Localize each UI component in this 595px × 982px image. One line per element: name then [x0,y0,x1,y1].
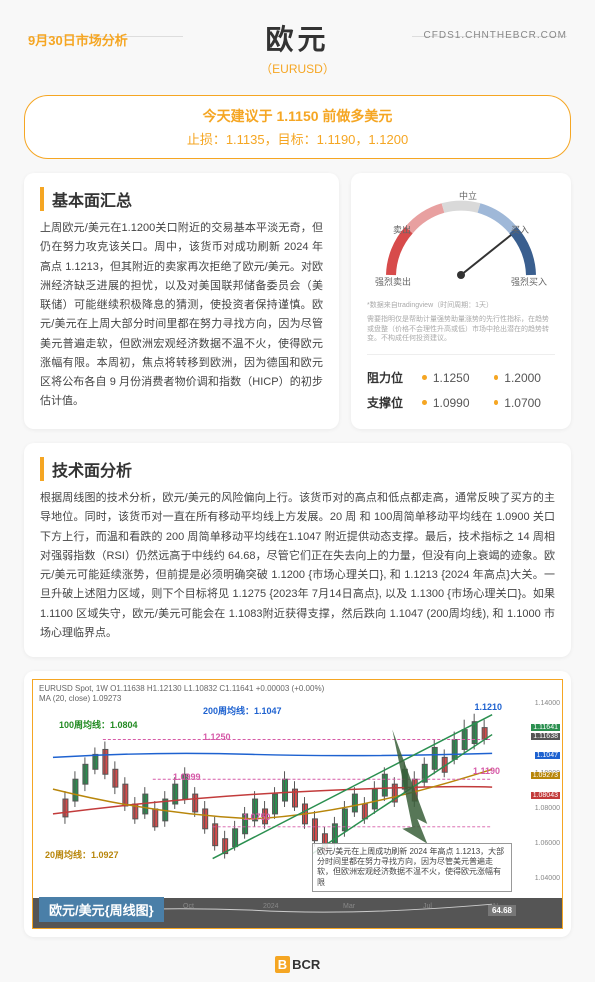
xtick: 2024 [263,903,279,910]
technical-card: 技术面分析 根据周线图的技术分析，欧元/美元的风险偏向上行。该货币对的高点和低点… [24,443,571,657]
gauge-note2: 需要指明仅是帮助计量强势助量涨势的先行性指标，在趋势或盘整（价格不会理性升高或低… [367,315,555,344]
bullet-icon [494,375,499,380]
annot-11210: 1.1210 [474,702,502,712]
sentiment-gauge: 强烈卖出 卖出 中立 买入 强烈买入 [367,187,555,297]
chart-area: EURUSD Spot, 1W O1.11638 H1.12130 L1.108… [32,679,563,929]
xtick: Oct [183,903,194,910]
price-tag: 1.11638 [531,733,560,740]
gauge-label-strong-buy: 强烈买入 [511,275,547,288]
price-tag: 1.09273 [531,772,560,779]
support-1: 1.0990 [433,396,484,410]
xtick: Mar [343,903,355,910]
resistance-1: 1.1250 [433,371,484,385]
annot-10999: 1.0999 [173,772,201,782]
page-subtitle: （EURUSD） [28,60,567,77]
chart-box-annotation: 欧元/美元在上周成功刷新 2024 年高点 1.1213，大部分时间里都在努力寻… [312,843,512,893]
gauge-note1: *数据来自tradingview（时间周期：1天） [367,301,555,311]
bullet-icon [422,400,427,405]
ytick: 1.14000 [535,700,560,707]
gauge-svg [371,195,551,285]
content-row: 基本面汇总 上周欧元/美元在1.1200关口附近的交易基本平淡无奇，但仍在努力攻… [0,173,595,443]
annot-ma100: 100周均线：1.0804 [59,718,138,731]
report-date: 9月30日市场分析 [28,30,128,49]
price-tag: 1.08043 [531,792,560,799]
resistance-row: 阻力位 1.1250 1.2000 [367,365,555,390]
ytick: 1.06000 [535,840,560,847]
resistance-2: 1.2000 [504,371,555,385]
fundamental-card: 基本面汇总 上周欧元/美元在1.1200关口附近的交易基本平淡无奇，但仍在努力攻… [24,173,339,429]
chart-title-badge: 欧元/美元{周线图} [39,897,164,922]
resistance-label: 阻力位 [367,369,412,386]
source-url: CFDS1.CHNTHEBCR.COM [424,30,567,41]
footer: BBCR [0,951,595,982]
chart-pair-info: EURUSD Spot, 1W O1.11638 H1.12130 L1.108… [39,684,324,693]
chart-ma-info: MA (20, close) 1.09273 [39,694,121,703]
gauge-label-sell: 卖出 [393,223,411,236]
recommendation-box: 今天建议于 1.1150 前做多美元 止损：1.1135，目标：1.1190，1… [24,95,571,159]
fundamental-title: 基本面汇总 [40,187,323,211]
annot-11250: 1.1250 [203,732,231,742]
price-tag: 1.11641 [531,724,560,731]
brand-icon: B [275,956,290,973]
support-row: 支撑位 1.0990 1.0700 [367,390,555,415]
ytick: 1.08000 [535,805,560,812]
technical-text: 根据周线图的技术分析，欧元/美元的风险偏向上行。该货币对的高点和低点都走高，通常… [40,489,555,643]
gauge-label-buy: 买入 [511,223,529,236]
rsi-value: 64.68 [488,905,516,916]
chart-card: EURUSD Spot, 1W O1.11638 H1.12130 L1.108… [24,671,571,937]
support-2: 1.0700 [504,396,555,410]
annot-10750: 1.0750 [243,812,271,822]
levels-table: 阻力位 1.1250 1.2000 支撑位 1.0990 1.0700 [367,354,555,415]
bullet-icon [422,375,427,380]
bullet-icon [494,400,499,405]
gauge-levels-card: 强烈卖出 卖出 中立 买入 强烈买入 *数据来自tradingview（时间周期… [351,173,571,429]
support-label: 支撑位 [367,394,412,411]
technical-title: 技术面分析 [40,457,555,481]
fundamental-text: 上周欧元/美元在1.1200关口附近的交易基本平淡无奇，但仍在努力攻克该关口。周… [40,219,323,412]
annot-ma200: 200周均线：1.1047 [203,704,282,717]
brand-text: BCR [292,957,320,972]
annot-ma20: 20周均线：1.0927 [45,848,119,861]
header: 9月30日市场分析 欧元 （EURUSD） CFDS1.CHNTHEBCR.CO… [0,0,595,85]
recommend-line1: 今天建议于 1.1150 前做多美元 [45,106,550,126]
price-tag: 1.1047 [535,752,560,759]
gauge-label-neutral: 中立 [459,189,477,202]
recommend-line2: 止损：1.1135，目标：1.1190，1.1200 [45,129,550,148]
gauge-label-strong-sell: 强烈卖出 [375,275,411,288]
ytick: 1.04000 [535,875,560,882]
xtick: Jul [423,903,432,910]
annot-11190: 1.1190 [473,766,500,776]
